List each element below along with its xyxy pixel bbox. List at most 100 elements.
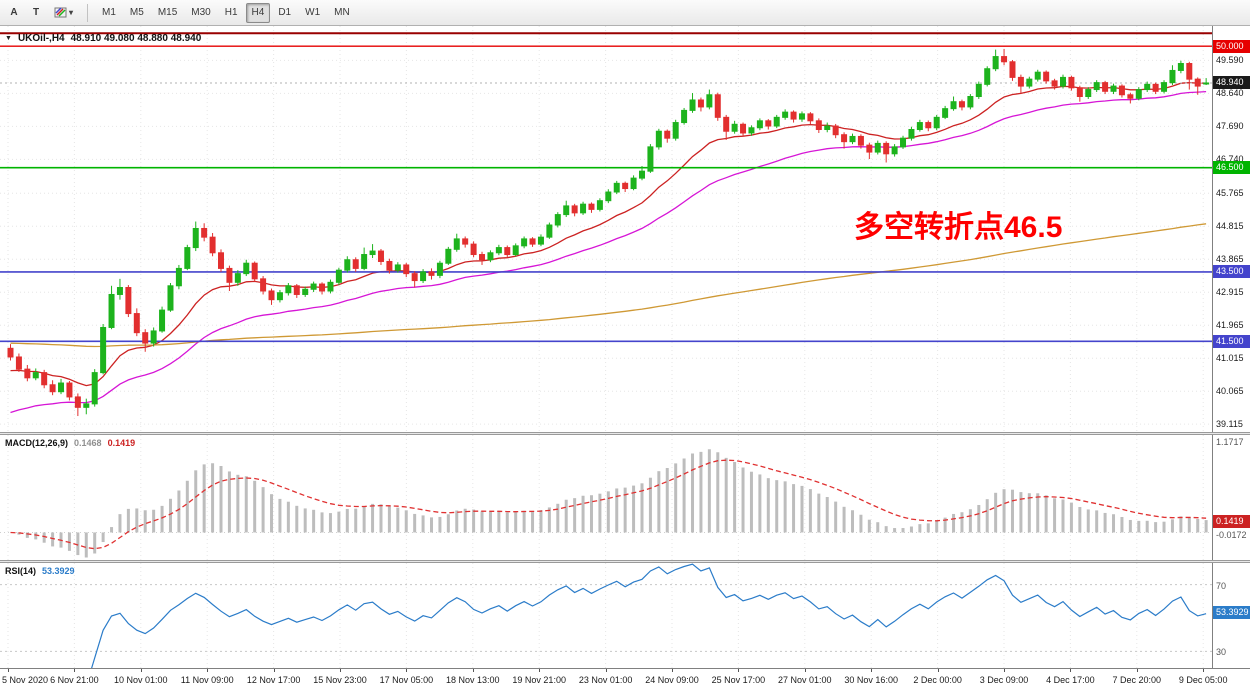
candle-body: [967, 96, 974, 108]
candle-body: [1068, 76, 1075, 89]
candle-body: [815, 120, 822, 130]
time-scale[interactable]: 5 Nov 2020 6 Nov 21:00 10 Nov 01:00 11 Nov …: [0, 668, 1250, 696]
candle-body: [740, 123, 747, 134]
price-line-badge: 50.000: [1213, 39, 1250, 53]
price-line-badge: 43.500: [1213, 265, 1250, 279]
price-scale-label: 47.690: [1216, 121, 1244, 132]
time-axis-tick: [273, 669, 275, 672]
timeframe-w1-button[interactable]: W1: [299, 3, 326, 23]
candle-body: [495, 247, 502, 254]
candle-body: [807, 113, 814, 122]
candle-body: [234, 273, 241, 283]
time-axis-tick: [1203, 669, 1205, 672]
candle-body: [655, 130, 662, 148]
candle-body: [445, 248, 452, 264]
candle-body: [748, 127, 755, 134]
candle-body: [697, 99, 704, 108]
time-scale-label: 17 Nov 05:00: [379, 675, 434, 685]
candle-body: [832, 125, 839, 136]
candle-body: [335, 269, 342, 283]
timeframe-m15-button[interactable]: M15: [152, 3, 183, 23]
candle-body: [58, 382, 65, 393]
candle-body: [1102, 82, 1109, 92]
candle-body: [133, 313, 140, 334]
candle-body: [874, 142, 881, 153]
candle-body: [706, 94, 713, 108]
candle-body: [765, 120, 772, 127]
time-axis-tick: [1004, 669, 1005, 672]
time-axis-tick: [672, 669, 673, 672]
chart-region: 多空转折点46.5 ▼ UKOil-,H4 48.910 49.080 48.8…: [0, 26, 1250, 696]
colors-button[interactable]: ▾: [48, 3, 79, 23]
candle-body: [857, 135, 864, 146]
candle-body: [916, 122, 923, 130]
price-scale-label: 42.915: [1216, 287, 1244, 298]
candle-body: [849, 135, 856, 143]
toolbar-separator: [87, 3, 89, 22]
candle-body: [377, 250, 384, 262]
candle-body: [630, 177, 637, 190]
timeframe-m5-button[interactable]: M5: [124, 3, 150, 23]
candle-body: [1203, 82, 1210, 85]
candle-body: [1060, 76, 1066, 87]
panel-separator[interactable]: [0, 432, 1250, 435]
price-scale[interactable]: 50.000 46.500 43.500 41.500 48.940 49.590 48.6…: [1212, 26, 1250, 668]
candle-body: [866, 144, 873, 153]
time-scale-label: 9 Dec 05:00: [1178, 675, 1228, 685]
candle-body: [453, 238, 460, 250]
panel-separator[interactable]: [0, 560, 1250, 563]
annotation-text[interactable]: 多空转折点46.5: [854, 211, 1062, 244]
candle-body: [184, 247, 191, 269]
price-scale-label: 41.965: [1216, 320, 1244, 331]
text-tool-button[interactable]: T: [26, 3, 46, 23]
timeframe-h4-button[interactable]: H4: [245, 2, 271, 23]
price-line-badge: 46.500: [1213, 161, 1250, 175]
annotations-button[interactable]: A: [4, 3, 24, 23]
candle-body: [942, 108, 949, 118]
timeframe-m30-button[interactable]: M30: [185, 3, 216, 23]
candle-body: [403, 264, 410, 275]
main-chart-canvas[interactable]: 多空转折点46.5: [0, 26, 1212, 432]
time-scale-label: 11 Nov 09:00: [180, 675, 234, 685]
price-line-badge: 41.500: [1213, 334, 1250, 348]
candle-body: [782, 111, 789, 118]
candle-body: [24, 368, 31, 379]
price-scale-label: 43.865: [1216, 254, 1244, 265]
candle-body: [7, 347, 14, 358]
candle-body: [824, 125, 831, 130]
candle-body: [1135, 89, 1142, 99]
time-axis-tick: [937, 669, 939, 672]
palette-icon: [54, 6, 67, 19]
timeframe-h1-button[interactable]: H1: [219, 3, 244, 23]
candle-body: [1034, 71, 1041, 80]
candle-body: [512, 245, 519, 256]
time-scale-label: 5 Nov 2020: [2, 675, 49, 685]
timeframe-m1-button[interactable]: M1: [96, 3, 122, 23]
candle-body: [605, 191, 612, 202]
candle-body: [175, 267, 182, 287]
candle-body: [613, 182, 620, 193]
candle-body: [731, 123, 738, 132]
candle-body: [1194, 78, 1201, 87]
time-axis-tick: [8, 669, 9, 672]
candle-body: [302, 288, 309, 295]
rsi-name: RSI(14): [5, 566, 37, 576]
candle-body: [369, 250, 376, 256]
time-scale-label: 30 Nov 16:00: [844, 675, 898, 685]
candle-body: [411, 273, 418, 282]
rsi-panel-canvas[interactable]: [0, 563, 1212, 668]
candle-body: [672, 122, 679, 139]
price-scale-label: 45.765: [1216, 188, 1244, 199]
macd-scale-min: -0.0172: [1216, 529, 1247, 540]
candle-body: [394, 264, 401, 271]
time-axis-tick: [406, 669, 408, 672]
rsi-indicator-label: RSI(14) 53.3929: [5, 566, 75, 576]
price-scale-label: 41.015: [1216, 353, 1244, 364]
candle-body: [167, 285, 174, 311]
candle-body: [1001, 56, 1008, 63]
candle-body: [1152, 83, 1159, 92]
macd-panel-canvas[interactable]: [0, 435, 1212, 560]
candle-body: [1177, 63, 1184, 71]
timeframe-mn-button[interactable]: MN: [328, 3, 356, 23]
timeframe-d1-button[interactable]: D1: [272, 3, 297, 23]
